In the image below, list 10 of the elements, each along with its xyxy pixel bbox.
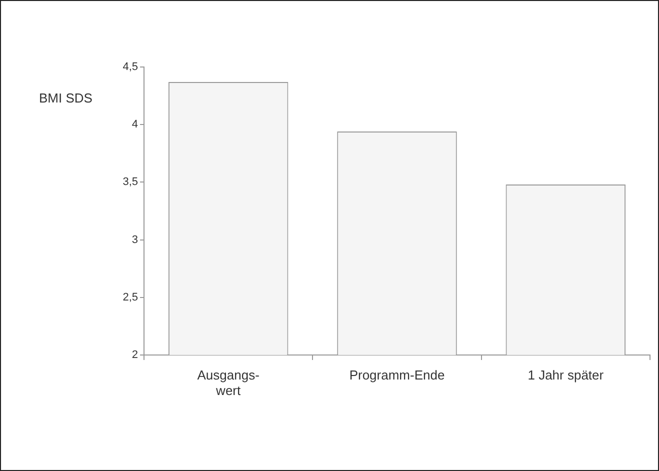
y-axis-title: BMI SDS [39,90,93,106]
x-tick-label: 1 Jahr später [528,367,604,382]
x-tick-label: Ausgangs- wert [197,367,260,398]
y-tick-label: 3,5 [122,176,138,188]
y-tick-label: 3 [132,234,138,246]
x-tick-label: Programm-Ende [349,367,445,382]
y-tick-label: 2,5 [122,291,138,304]
y-tick-label: 4,5 [122,61,138,74]
y-tick-label: 2 [132,349,138,362]
y-tick-label: 4 [132,118,138,131]
